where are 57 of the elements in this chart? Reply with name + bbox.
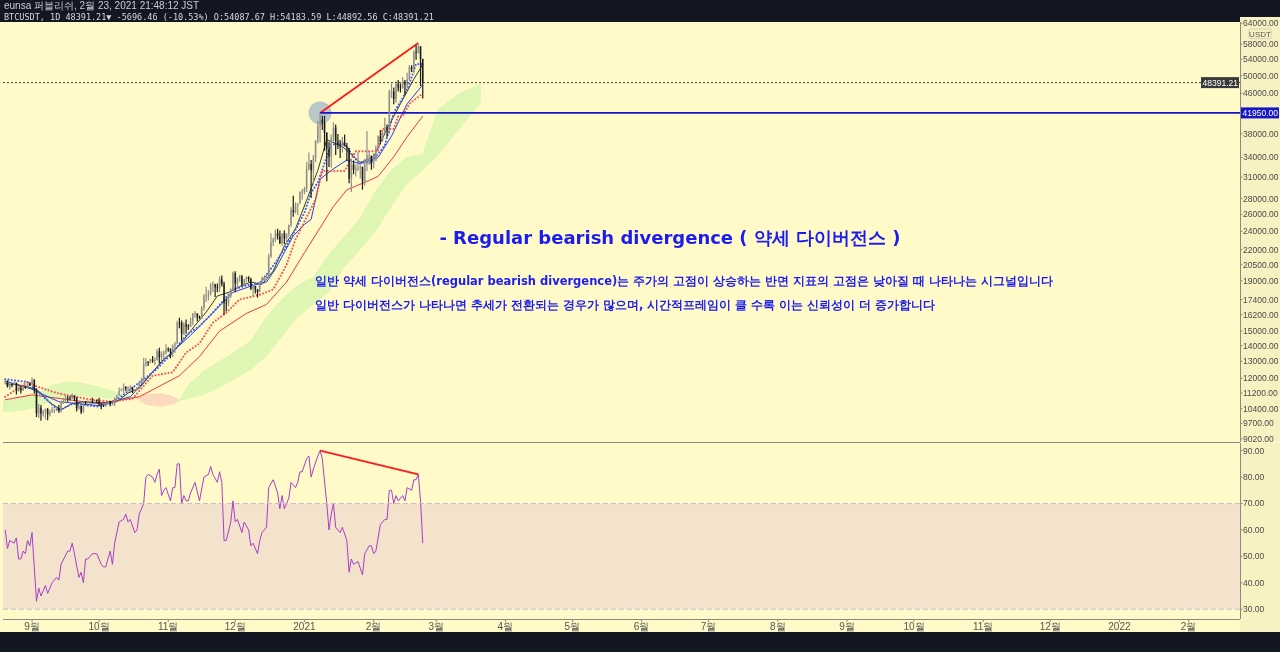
- annotation: 일반 약세 다이버전스(regular bearish divergence)는 주가의 고점이 상승하는 반면 지표의 고점은 낮아질 때 나타나는 시그널입니다: [315, 274, 1054, 288]
- chart-title: BTCUSDT, 1D 48391.21▼ -5696.46 (-10.53%) O:54087.67 H:54183.59 L:44892.56 C:48391.21: [4, 11, 434, 22]
- y-axis-title: USDT: [1249, 29, 1271, 39]
- x-tick-label: 11월: [973, 621, 994, 632]
- x-tick-label: 6월: [633, 621, 650, 632]
- y-tick-label: 9020.00: [1243, 433, 1274, 444]
- y-tick-label: 10400.00: [1243, 403, 1279, 414]
- ref-line-label: 48391.21: [1202, 77, 1239, 88]
- x-tick-label: 2월: [1180, 621, 1197, 632]
- x-tick-label: 3월: [428, 621, 444, 632]
- x-tick-label: 4월: [497, 621, 514, 632]
- x-tick-label: 10월: [88, 621, 110, 632]
- x-tick-label: 2022: [1108, 621, 1131, 632]
- y-tick-label: 14000.00: [1243, 340, 1279, 351]
- y-tick-label: 24000.00: [1243, 226, 1279, 237]
- annotation: - Regular bearish divergence ( 약세 다이버전스 ): [439, 227, 901, 248]
- y-tick-label: 22000.00: [1243, 244, 1279, 255]
- y-tick-label: 54000.00: [1243, 54, 1279, 65]
- x-tick-label: 8월: [770, 621, 786, 632]
- x-tick-label: 2월: [365, 621, 382, 632]
- x-tick-label: 7월: [700, 621, 717, 632]
- y-tick-label: 46000.00: [1243, 88, 1279, 99]
- y-tick-label: 34000.00: [1243, 152, 1279, 163]
- x-tick-label: 5월: [564, 621, 581, 632]
- y-tick-label: 38000.00: [1243, 128, 1279, 139]
- annotation: 일반 다이버전스가 나타나면 추세가 전환되는 경우가 많으며, 시간적프레임이 클 수록 이는 신뢰성이 더 증가합니다: [315, 298, 936, 312]
- x-tick-label: 9월: [839, 621, 855, 632]
- y-tick-label: 20500.00: [1243, 259, 1279, 270]
- y-tick-label: 40.00: [1243, 577, 1265, 588]
- y-tick-label: 13000.00: [1243, 356, 1279, 367]
- y-tick-label: 60.00: [1243, 524, 1265, 535]
- y-tick-label: 90.00: [1243, 445, 1265, 456]
- y-tick-label: 28000.00: [1243, 193, 1279, 204]
- y-tick-label: 9700.00: [1243, 418, 1274, 429]
- y-tick-label: 12000.00: [1243, 373, 1279, 384]
- chart-subtitle: eunsa 퍼블리쉬, 2월 23, 2021 21:48:12 JST: [4, 0, 200, 11]
- x-tick-label: 2021: [293, 621, 316, 632]
- y-tick-label: 58000.00: [1243, 39, 1279, 50]
- y-tick-label: 70.00: [1243, 498, 1265, 509]
- y-tick-label: 80.00: [1243, 472, 1265, 483]
- y-tick-label: 64000.00: [1243, 18, 1279, 29]
- y-tick-label: 30.00: [1243, 604, 1265, 615]
- y-tick-label: 50000.00: [1243, 70, 1279, 81]
- y-tick-label: 31000.00: [1243, 172, 1279, 183]
- x-tick-label: 10월: [903, 621, 925, 632]
- data-label: 41950.00: [1242, 107, 1279, 118]
- x-tick-label: 11월: [158, 621, 179, 632]
- y-tick-label: 15000.00: [1243, 326, 1279, 337]
- y-tick-label: 16200.00: [1243, 309, 1279, 320]
- y-tick-label: 19000.00: [1243, 275, 1279, 286]
- x-tick-label: 12월: [1039, 621, 1061, 632]
- x-tick-label: 12월: [224, 621, 246, 632]
- y-tick-label: 26000.00: [1243, 209, 1279, 220]
- y-tick-label: 17400.00: [1243, 294, 1279, 305]
- y-tick-label: 11200.00: [1243, 387, 1279, 398]
- x-tick-label: 9월: [24, 621, 40, 632]
- y-tick-label: 50.00: [1243, 551, 1265, 562]
